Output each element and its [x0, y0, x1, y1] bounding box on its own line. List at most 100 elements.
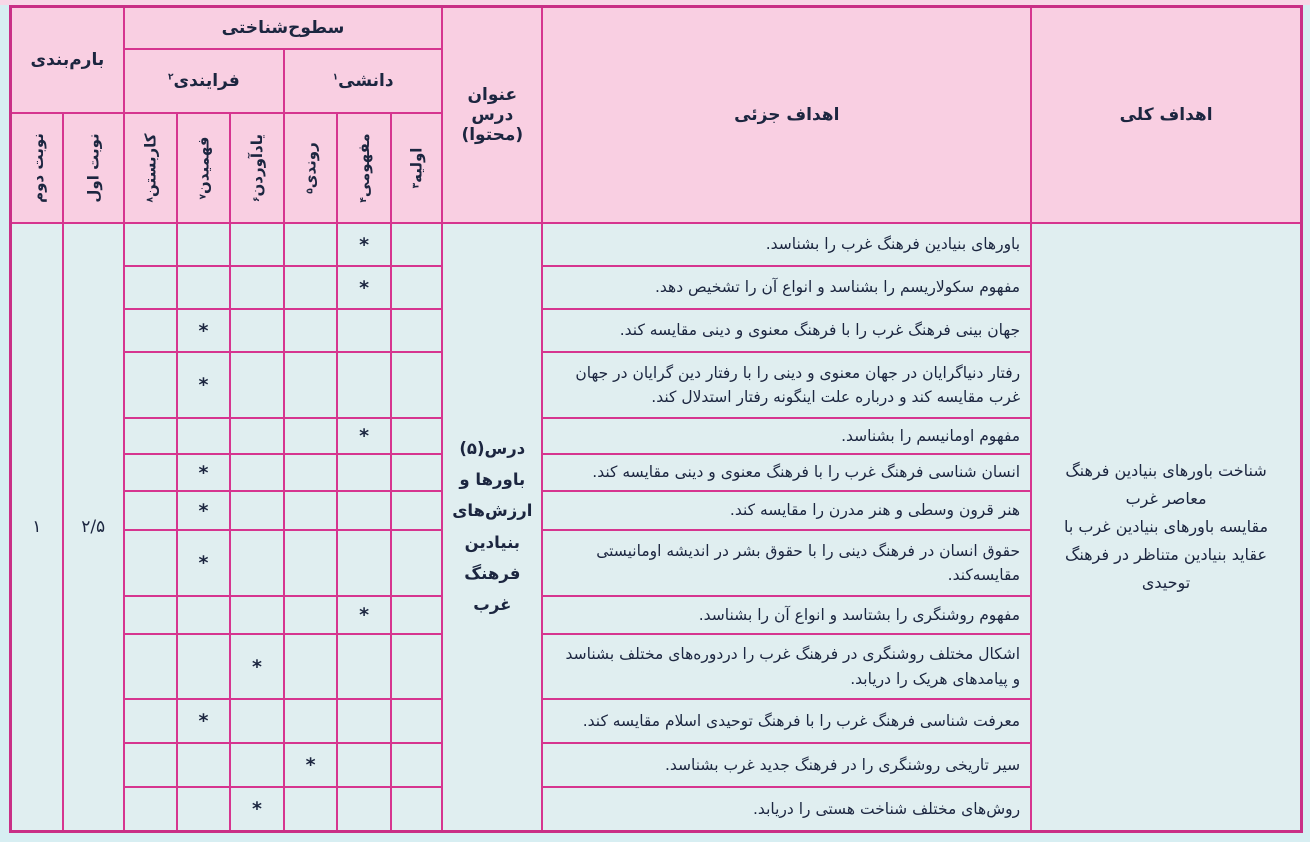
mark-cell-recall — [228, 595, 286, 635]
mark-cell-apply — [122, 698, 178, 744]
mark-cell-apply — [122, 786, 178, 832]
level-sup: ۵ — [305, 188, 316, 194]
knowledge-group-label: دانشی — [338, 71, 394, 91]
partial-objective-cell: حقوق انسان در فرهنگ دینی را با حقوق بشر … — [541, 529, 1033, 597]
mark-cell-procedural — [283, 453, 339, 492]
mark-cell-initial — [390, 351, 444, 419]
lesson-title-line2: (محتوا) — [461, 125, 524, 145]
mark-cell-initial — [390, 265, 444, 310]
mark-cell-conceptual — [336, 490, 393, 531]
partial-objective-cell: سیر تاریخی روشنگری را در فرهنگ جدید غرب … — [541, 742, 1033, 788]
mark-cell-understand — [175, 786, 231, 832]
mark-cell-conceptual — [336, 742, 393, 788]
mark-cell-understand — [175, 595, 231, 635]
mark-cell-understand — [175, 742, 231, 788]
col-header-level-initial: اولیه ۳ — [390, 112, 444, 224]
col-header-process-group: فرایندی۲ — [122, 48, 286, 114]
mark-cell-understand: * — [175, 490, 231, 531]
mark-cell-procedural — [283, 698, 339, 744]
mark-cell-recall — [228, 453, 286, 492]
table-row: جهان بینی فرهنگ غرب را با فرهنگ معنوی و … — [11, 308, 1302, 353]
mark-cell-recall — [228, 490, 286, 531]
mark-cell-procedural — [283, 308, 339, 353]
table-row: رفتار دنیاگرایان در جهان معنوی و دینی را… — [11, 351, 1302, 419]
col-header-knowledge-group: دانشی۱ — [283, 48, 444, 114]
mark-cell-understand — [175, 265, 231, 310]
lesson-blueprint-table: اهداف کلی اهداف جزئی عنوان درس (محتوا) س… — [9, 5, 1303, 833]
mark-cell-apply — [122, 417, 178, 455]
level-sup: ۷ — [198, 193, 209, 200]
mark-cell-initial — [390, 222, 444, 267]
mark-cell-conceptual — [336, 453, 393, 492]
level-sup: ۸ — [145, 197, 156, 203]
col-header-term2: نوبت دوم — [9, 112, 64, 224]
col-header-grading: بارم‌بندی — [9, 5, 125, 114]
mark-cell-initial — [390, 417, 444, 455]
level-sup: ۴ — [359, 197, 370, 203]
mark-cell-understand: * — [175, 351, 231, 419]
mark-cell-initial — [390, 529, 444, 597]
col-header-level-procedural: روندی ۵ — [283, 112, 339, 224]
mark-cell-recall: * — [228, 633, 286, 700]
mark-cell-procedural — [283, 633, 339, 700]
level-label: فهمیدن — [194, 136, 213, 194]
mark-cell-recall — [228, 529, 286, 597]
table-row: انسان شناسی فرهنگ غرب را با فرهنگ معنوی … — [11, 453, 1302, 492]
partial-objective-cell: مفهوم روشنگری را بشتاسد و انواع آن را بش… — [541, 595, 1033, 635]
mark-cell-apply — [122, 529, 178, 597]
partial-objective-cell: اشکال مختلف روشنگری در فرهنگ غرب را دردو… — [541, 633, 1033, 700]
table-row: مفهوم اومانیسم را بشناسد. * — [11, 417, 1302, 455]
mark-cell-recall — [228, 308, 286, 353]
partial-objective-cell: معرفت شناسی فرهنگ غرب را با فرهنگ توحیدی… — [541, 698, 1033, 744]
level-label: روندی — [301, 142, 320, 189]
term1-score-cell: ۲/۵ — [61, 222, 125, 832]
mark-cell-understand: * — [175, 529, 231, 597]
page: اهداف کلی اهداف جزئی عنوان درس (محتوا) س… — [0, 5, 1310, 833]
table-row: مفهوم سکولاریسم را بشناسد و انواع آن را … — [11, 265, 1302, 310]
mark-cell-understand: * — [175, 308, 231, 353]
process-group-sup: ۲ — [168, 72, 174, 83]
level-sup: ۶ — [251, 196, 262, 203]
partial-objective-cell: روش‌های مختلف شناخت هستی را دریابد. — [541, 786, 1033, 832]
table-row: معرفت شناسی فرهنگ غرب را با فرهنگ توحیدی… — [11, 698, 1302, 744]
mark-cell-initial — [390, 595, 444, 635]
mark-cell-understand: * — [175, 698, 231, 744]
top-margin-strip — [0, 0, 1310, 5]
partial-objective-cell: رفتار دنیاگرایان در جهان معنوی و دینی را… — [541, 351, 1033, 419]
mark-cell-apply — [122, 453, 178, 492]
mark-cell-conceptual: * — [336, 417, 393, 455]
mark-cell-conceptual — [336, 786, 393, 832]
mark-cell-conceptual: * — [336, 595, 393, 635]
mark-cell-recall — [228, 351, 286, 419]
knowledge-group-sup: ۱ — [332, 72, 339, 83]
level-label: کاربستن — [141, 133, 160, 198]
general-objective-cell: شناخت باورهای بنیادین فرهنگ معاصر غرب مق… — [1030, 222, 1303, 832]
level-label: اولیه — [407, 147, 426, 183]
lesson-title-line1: عنوان درس — [467, 85, 518, 125]
level-label: یادآوردن — [247, 133, 266, 197]
table-row: هنر قرون وسطی و هنر مدرن را مقایسه کند. … — [11, 490, 1302, 531]
mark-cell-initial — [390, 633, 444, 700]
partial-objective-cell: باورهای بنیادین فرهنگ غرب را بشناسد. — [541, 222, 1033, 267]
partial-objective-cell: مفهوم اومانیسم را بشناسد. — [541, 417, 1033, 455]
mark-cell-apply — [122, 742, 178, 788]
partial-objective-cell: انسان شناسی فرهنگ غرب را با فرهنگ معنوی … — [541, 453, 1033, 492]
table-row: روش‌های مختلف شناخت هستی را دریابد. * — [11, 786, 1302, 832]
mark-cell-procedural — [283, 529, 339, 597]
mark-cell-initial — [390, 742, 444, 788]
mark-cell-initial — [390, 490, 444, 531]
mark-cell-understand — [175, 417, 231, 455]
mark-cell-recall — [228, 698, 286, 744]
col-header-general-objectives: اهداف کلی — [1030, 5, 1303, 224]
mark-cell-initial — [390, 698, 444, 744]
mark-cell-conceptual — [336, 698, 393, 744]
mark-cell-conceptual — [336, 308, 393, 353]
mark-cell-procedural — [283, 595, 339, 635]
table-row: مفهوم روشنگری را بشتاسد و انواع آن را بش… — [11, 595, 1302, 635]
mark-cell-apply — [122, 595, 178, 635]
mark-cell-procedural — [283, 490, 339, 531]
mark-cell-conceptual: * — [336, 222, 393, 267]
col-header-partial-objectives: اهداف جزئی — [541, 5, 1033, 224]
table-row: سیر تاریخی روشنگری را در فرهنگ جدید غرب … — [11, 742, 1302, 788]
mark-cell-procedural — [283, 417, 339, 455]
